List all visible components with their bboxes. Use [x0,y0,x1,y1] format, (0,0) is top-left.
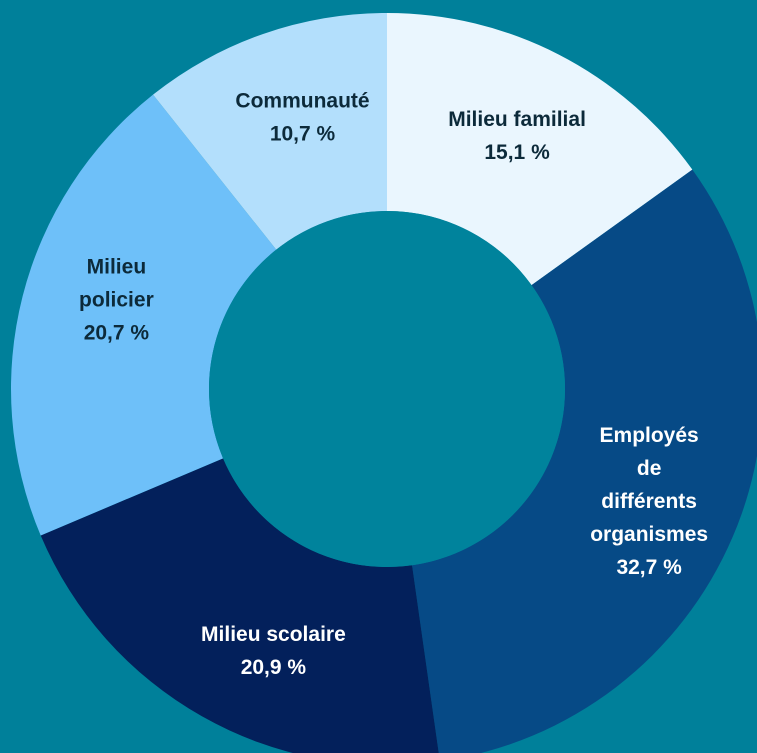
slice-value-label: 20,7 % [84,322,150,345]
label-milieu-policier: Milieu policier 20,7 % [79,256,154,345]
slices-group [11,13,757,753]
slice-name-label: Milieu familial [448,108,586,131]
slice-name-label: Milieu [87,256,147,279]
slice-name-label: policier [79,289,154,312]
slice-name-label: Communauté [235,89,369,112]
slice-employes-organismes [412,169,757,753]
slice-value-label: 10,7 % [270,122,336,145]
label-milieu-familial: Milieu familial 15,1 % [448,108,586,164]
slice-name-label: différents [601,490,697,513]
slice-value-label: 32,7 % [616,556,682,579]
slice-value-label: 20,9 % [241,656,307,679]
label-employes-organismes: Employés de différents organismes 32,7 % [590,424,708,579]
slice-communaute [153,13,387,250]
label-communaute: Communauté 10,7 % [235,89,369,145]
labels-group: Milieu familial 15,1 % Employés de différent… [79,89,708,679]
slice-name-label: Milieu scolaire [201,623,346,646]
slice-milieu-familial [387,13,693,286]
slice-value-label: 15,1 % [484,141,550,164]
slice-name-label: de [637,457,662,480]
slice-milieu-policier [11,94,277,536]
slice-name-label: organismes [590,523,708,546]
slice-milieu-scolaire [40,458,439,753]
donut-hole [209,211,565,567]
slice-name-label: Employés [600,424,699,447]
label-milieu-scolaire: Milieu scolaire 20,9 % [201,623,346,679]
